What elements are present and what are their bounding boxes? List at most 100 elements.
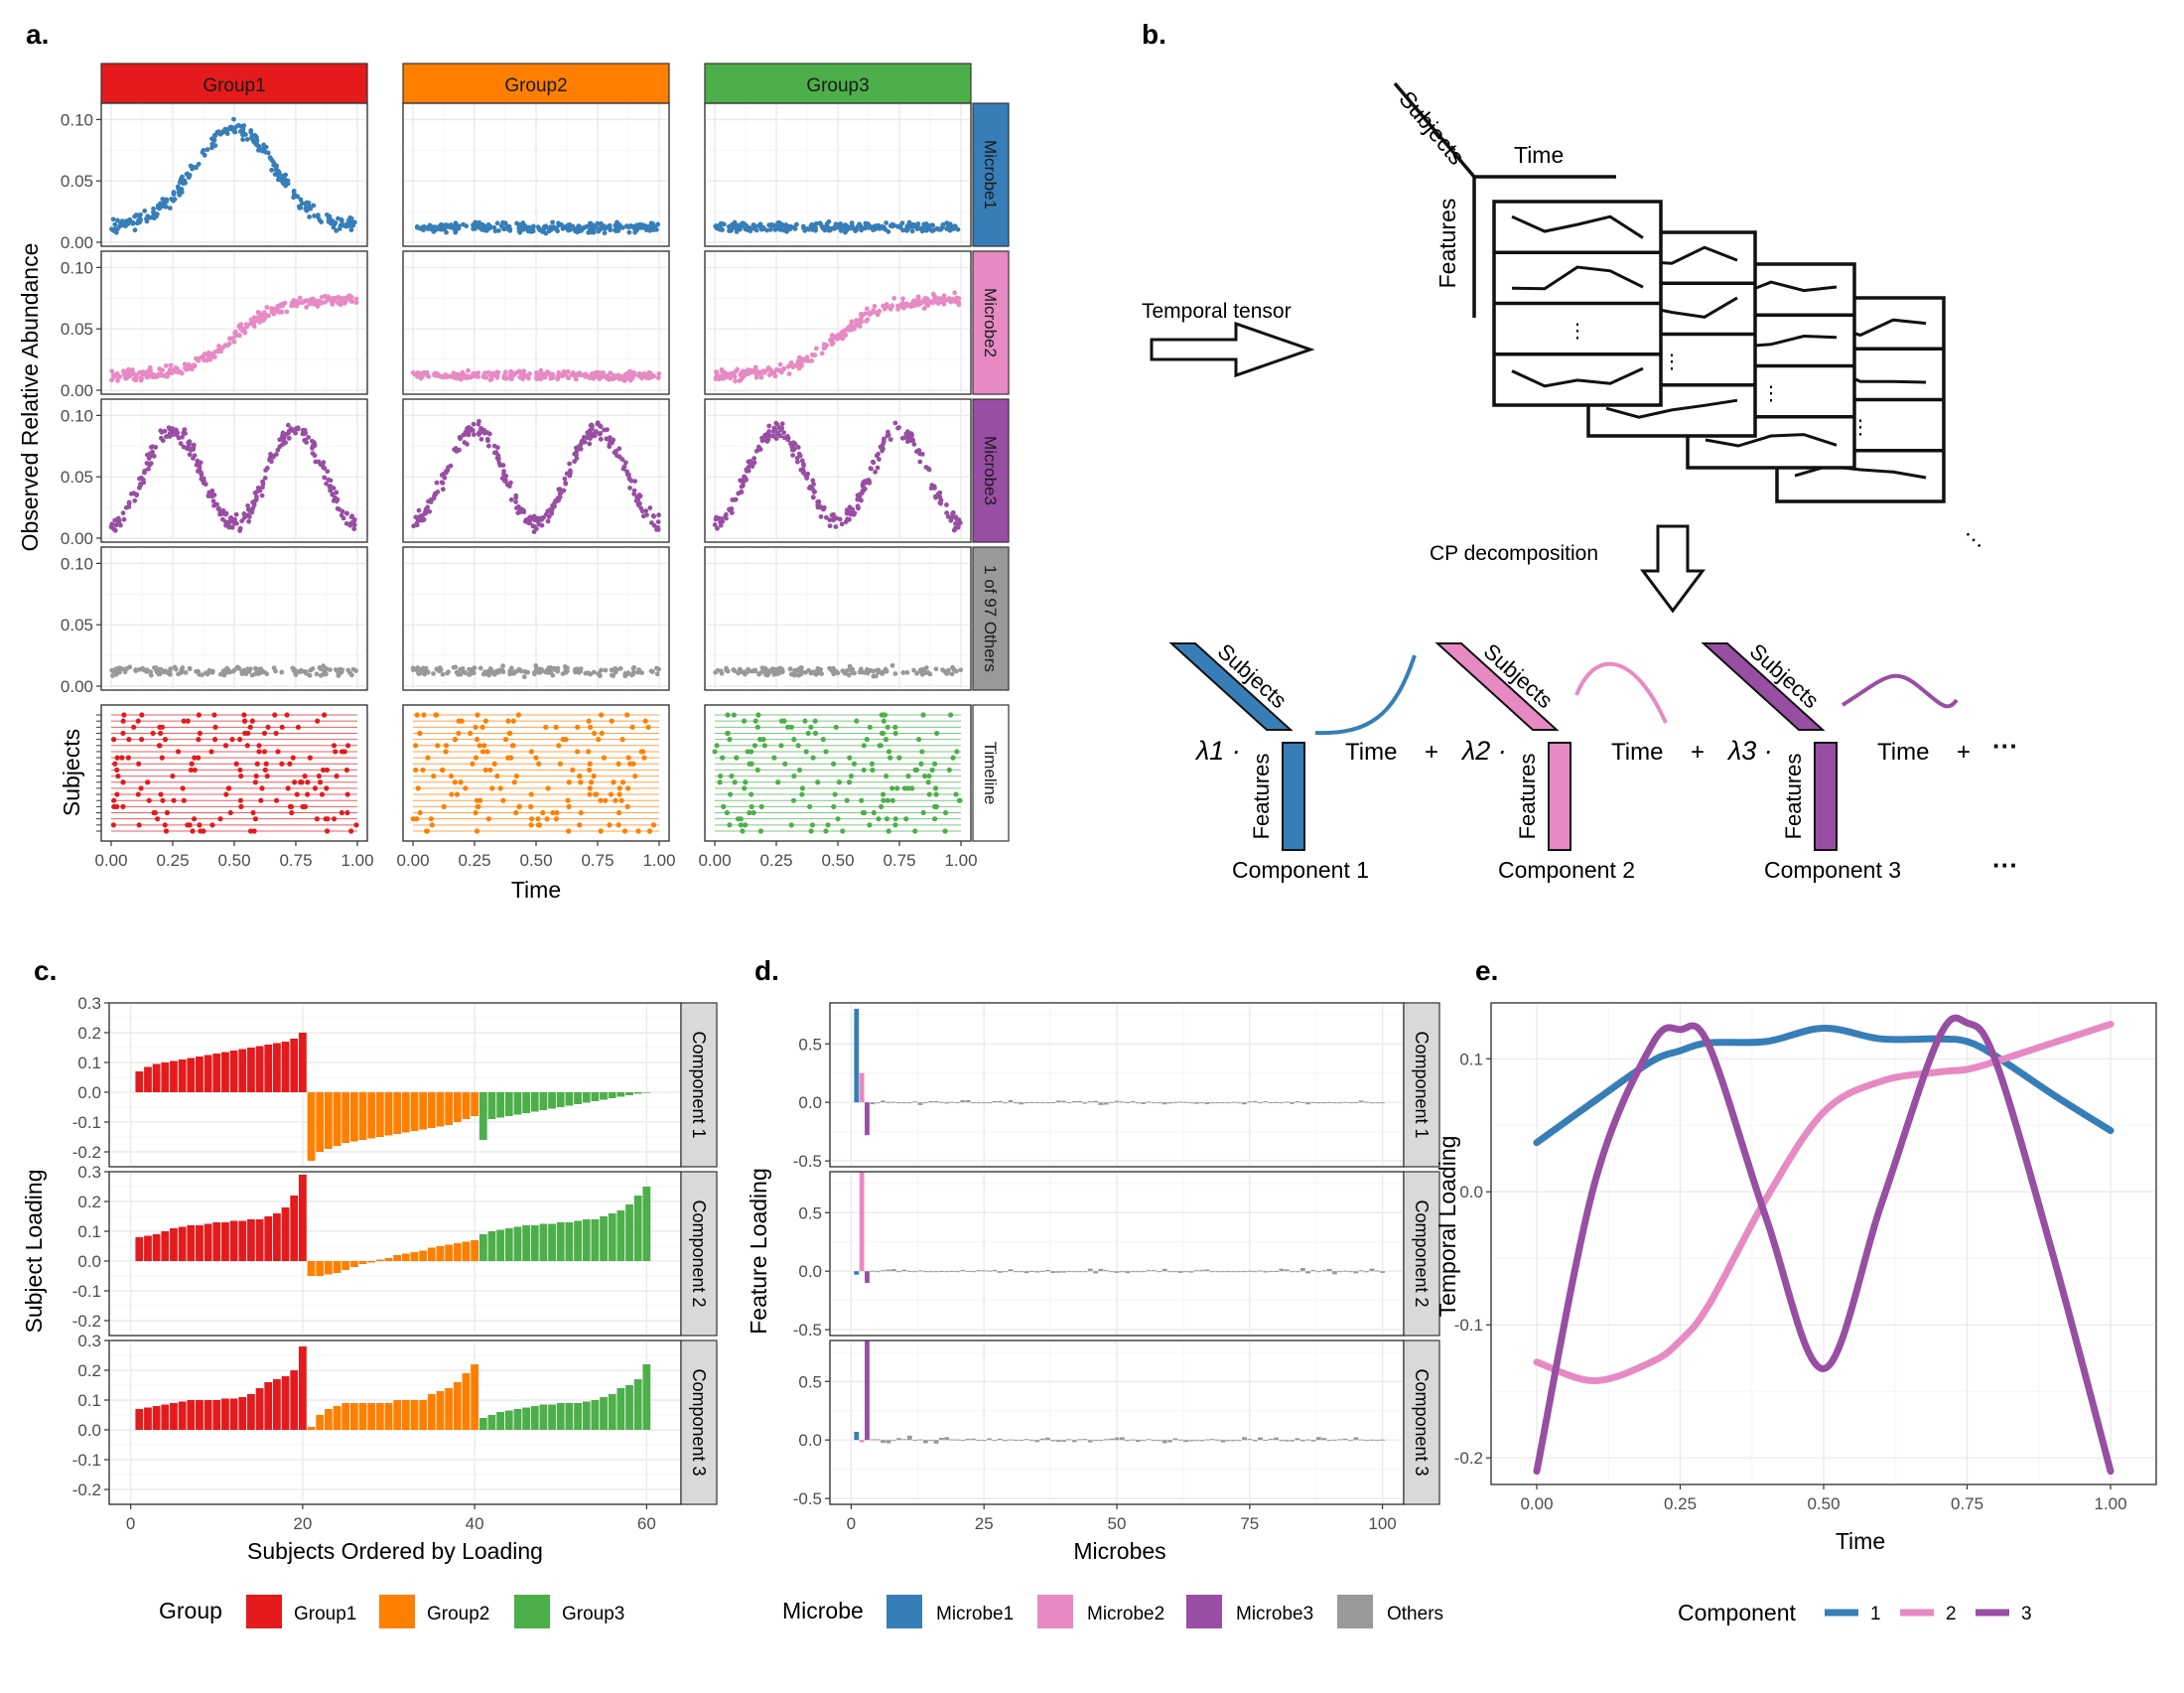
point-microbe3 bbox=[506, 484, 512, 489]
point-microbe3 bbox=[528, 516, 534, 521]
timeline-point bbox=[575, 724, 581, 730]
others-bar bbox=[1157, 1440, 1162, 1442]
point-microbe1 bbox=[196, 161, 202, 167]
others-bar bbox=[1332, 1271, 1337, 1275]
subject-bar bbox=[453, 1382, 462, 1430]
point-microbe3 bbox=[148, 444, 154, 450]
point-1-of-97-others bbox=[760, 668, 766, 674]
point-microbe3 bbox=[887, 437, 893, 442]
y-tick-label: 0.2 bbox=[77, 1024, 101, 1043]
subject-bar bbox=[135, 1409, 144, 1430]
timeline-point bbox=[884, 773, 889, 779]
y-tick-label: -0.5 bbox=[793, 1152, 822, 1171]
point-1-of-97-others bbox=[945, 667, 951, 673]
mini-series bbox=[1511, 265, 1644, 291]
point-microbe3 bbox=[773, 436, 779, 442]
panel-e: -0.2-0.10.00.10.00 0.25 0.50 0.75 1.00Tempor… bbox=[1434, 1002, 2157, 1625]
y-tick-label: -0.1 bbox=[72, 1113, 101, 1132]
others-bar bbox=[896, 1271, 901, 1273]
point-microbe2 bbox=[353, 300, 359, 306]
timeline-point bbox=[830, 761, 837, 767]
timeline-point bbox=[125, 755, 131, 761]
timeline-point bbox=[587, 791, 593, 797]
timeline-point bbox=[196, 755, 202, 761]
point-microbe3 bbox=[810, 478, 816, 484]
subject-bar bbox=[574, 1092, 582, 1104]
others-bar bbox=[938, 1101, 944, 1103]
timeline-point bbox=[187, 822, 193, 828]
point-microbe1 bbox=[757, 221, 763, 227]
others-bar bbox=[1290, 1271, 1296, 1273]
point-microbe1 bbox=[590, 224, 596, 230]
timeline-point bbox=[807, 803, 813, 809]
subject-bar bbox=[316, 1092, 325, 1152]
point-microbe2 bbox=[921, 306, 927, 311]
timeline-point bbox=[302, 773, 308, 779]
timeline-point bbox=[754, 767, 760, 774]
point-1-of-97-others bbox=[187, 666, 193, 672]
timeline-point bbox=[550, 809, 556, 816]
others-bar bbox=[1013, 1102, 1019, 1104]
timeline-point bbox=[448, 773, 455, 779]
point-microbe2 bbox=[311, 296, 316, 302]
point-microbe3 bbox=[116, 517, 122, 523]
timeline-point bbox=[115, 773, 121, 779]
timeline-point bbox=[754, 724, 760, 730]
others-bar bbox=[870, 1270, 876, 1272]
others-bar bbox=[1225, 1102, 1231, 1104]
others-bar bbox=[944, 1102, 950, 1104]
point-microbe1 bbox=[922, 226, 928, 232]
others-bar bbox=[1321, 1102, 1327, 1104]
timeline-point bbox=[616, 791, 622, 797]
others-bar bbox=[1055, 1100, 1061, 1103]
point-microbe2 bbox=[952, 290, 958, 296]
subject-bar bbox=[513, 1092, 522, 1115]
x-tick-label: 1.00 bbox=[642, 851, 675, 870]
timeline-point bbox=[158, 730, 164, 737]
point-microbe3 bbox=[202, 479, 206, 485]
point-microbe3 bbox=[951, 527, 957, 533]
point-microbe1 bbox=[862, 224, 868, 230]
subject-bar bbox=[513, 1226, 522, 1261]
point-microbe3 bbox=[277, 437, 283, 443]
y-tick-label: -0.1 bbox=[72, 1282, 101, 1301]
timeline-point bbox=[131, 724, 137, 730]
point-microbe2 bbox=[847, 324, 853, 330]
point-microbe3 bbox=[491, 443, 497, 449]
timeline-point bbox=[479, 749, 485, 755]
point-microbe3 bbox=[325, 469, 331, 475]
point-microbe2 bbox=[593, 369, 599, 375]
timeline-point bbox=[799, 791, 805, 797]
timeline-point bbox=[805, 730, 811, 737]
point-microbe3 bbox=[855, 496, 861, 502]
subjects-axis bbox=[1393, 81, 1476, 179]
others-bar bbox=[1279, 1102, 1285, 1104]
timeline-point bbox=[947, 712, 954, 718]
point-microbe1 bbox=[536, 225, 542, 231]
point-1-of-97-others bbox=[900, 670, 906, 675]
strip-label: 1 of 97 Others bbox=[981, 565, 1000, 672]
x-axis-title: Microbes bbox=[1073, 1538, 1165, 1564]
others-bar bbox=[1290, 1440, 1296, 1442]
others-bar bbox=[1045, 1269, 1050, 1272]
point-microbe2 bbox=[859, 319, 865, 325]
point-microbe2 bbox=[864, 318, 869, 324]
subjects-vector bbox=[1701, 642, 1826, 731]
point-microbe3 bbox=[654, 526, 659, 532]
point-microbe2 bbox=[179, 370, 185, 376]
point-microbe1 bbox=[581, 225, 586, 230]
others-bar bbox=[1013, 1439, 1019, 1441]
point-microbe3 bbox=[790, 441, 796, 446]
others-bar bbox=[875, 1271, 881, 1273]
timeline-point bbox=[502, 737, 509, 743]
time-label: Time bbox=[1345, 739, 1397, 766]
others-bar bbox=[1161, 1268, 1167, 1272]
point-microbe3 bbox=[651, 522, 657, 528]
subject-bar bbox=[341, 1403, 350, 1430]
point-microbe3 bbox=[198, 470, 204, 476]
point-microbe3 bbox=[263, 468, 269, 473]
point-microbe3 bbox=[945, 513, 951, 519]
point-microbe3 bbox=[567, 473, 573, 479]
others-bar bbox=[1071, 1440, 1077, 1443]
point-microbe2 bbox=[115, 377, 120, 383]
